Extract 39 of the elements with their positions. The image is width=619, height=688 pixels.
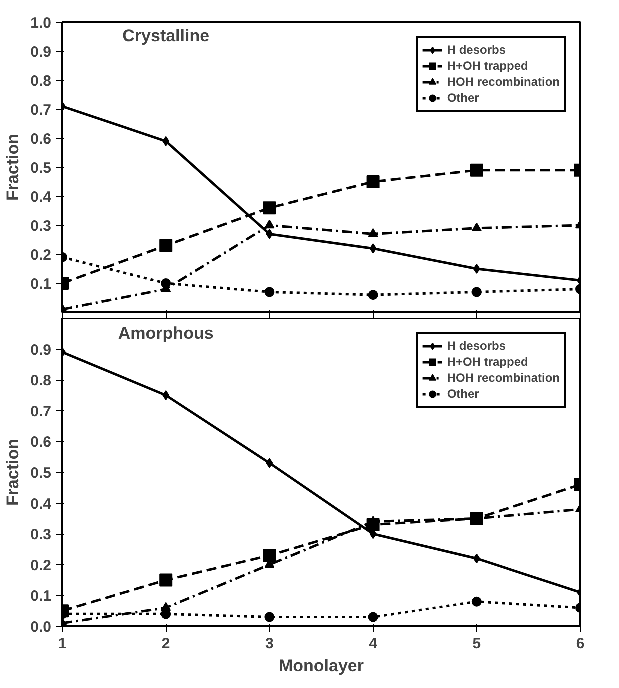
y-tick-label: 0.6 (30, 434, 52, 452)
legend-label: H desorbs (447, 42, 506, 58)
x-tick-label: 3 (266, 636, 274, 652)
chart-title: Crystalline (122, 26, 210, 46)
legend-label: Other (447, 386, 480, 402)
y-tick-label: 0.3 (30, 526, 52, 544)
y-axis-title: Fraction (4, 438, 23, 506)
y-tick-label: 0.9 (30, 342, 52, 359)
legend-label: H desorbs (447, 338, 506, 354)
y-tick-label: 0.6 (30, 131, 52, 148)
x-axis-title: Monolayer (278, 656, 364, 676)
legend-label: HOH recombination (447, 370, 560, 386)
y-tick-label: 0.4 (30, 496, 52, 513)
legend-label: HOH recombination (447, 74, 560, 90)
x-tick-label: 5 (472, 636, 482, 652)
y-tick-label: 0.8 (30, 372, 52, 390)
y-axis-title: Fraction (4, 134, 23, 202)
y-tick-label: 0.7 (30, 102, 52, 119)
x-tick-label: 6 (576, 636, 585, 652)
y-tick-label: 0.7 (30, 403, 52, 420)
y-tick-label: 1.0 (30, 15, 52, 32)
legend-label: H+OH trapped (447, 58, 528, 74)
y-tick-label: 0.0 (30, 619, 52, 636)
y-tick-label: 0.9 (30, 44, 52, 61)
y-tick-label: 0.1 (30, 276, 52, 293)
x-tick-label: 2 (162, 636, 170, 652)
y-tick-label: 0.5 (30, 160, 52, 177)
y-tick-label: 0.1 (30, 588, 52, 606)
y-tick-label: 0.2 (30, 557, 52, 574)
legend-label: Other (447, 90, 480, 106)
x-tick-label: 1 (58, 636, 67, 652)
legend-label: H+OH trapped (447, 354, 528, 370)
y-tick-label: 0.8 (30, 73, 52, 90)
chart-title: Amorphous (118, 324, 214, 344)
y-tick-label: 0.2 (30, 247, 52, 264)
x-tick-label: 4 (369, 636, 378, 652)
y-tick-label: 0.3 (30, 218, 52, 235)
y-tick-label: 0.5 (30, 465, 52, 482)
y-tick-label: 0.4 (30, 189, 52, 206)
